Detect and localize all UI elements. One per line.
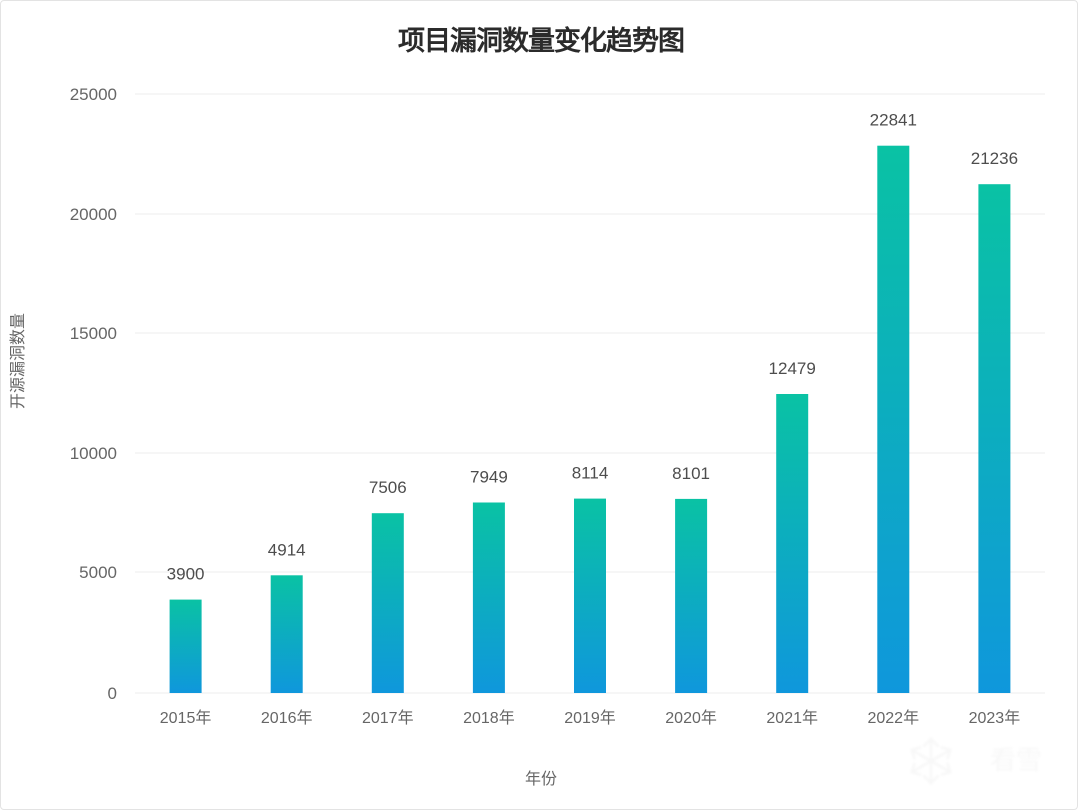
svg-text:7506: 7506: [369, 478, 407, 497]
svg-text:2021年: 2021年: [766, 709, 818, 727]
svg-text:4914: 4914: [268, 540, 306, 559]
svg-text:12479: 12479: [769, 359, 816, 378]
svg-text:7949: 7949: [470, 468, 508, 487]
svg-text:年份: 年份: [525, 770, 557, 788]
svg-text:10000: 10000: [70, 444, 117, 463]
svg-text:20000: 20000: [70, 205, 117, 224]
svg-text:25000: 25000: [70, 85, 117, 104]
svg-text:开源漏洞数量: 开源漏洞数量: [9, 313, 27, 409]
svg-text:2018年: 2018年: [463, 709, 515, 727]
svg-text:8101: 8101: [672, 464, 710, 483]
svg-text:3900: 3900: [167, 565, 205, 584]
svg-text:2017年: 2017年: [362, 709, 414, 727]
svg-text:2023年: 2023年: [969, 709, 1021, 727]
svg-text:2016年: 2016年: [261, 709, 313, 727]
svg-text:22841: 22841: [870, 111, 917, 130]
svg-text:2022年: 2022年: [867, 709, 919, 727]
svg-text:0: 0: [108, 684, 117, 703]
svg-text:8114: 8114: [572, 464, 609, 483]
svg-text:2020年: 2020年: [665, 709, 717, 727]
svg-text:看雪: 看雪: [990, 745, 1042, 775]
svg-text:2019年: 2019年: [564, 709, 616, 727]
svg-text:5000: 5000: [79, 563, 117, 582]
svg-text:15000: 15000: [70, 324, 117, 343]
svg-text:21236: 21236: [971, 149, 1018, 168]
svg-text:2015年: 2015年: [160, 709, 212, 727]
